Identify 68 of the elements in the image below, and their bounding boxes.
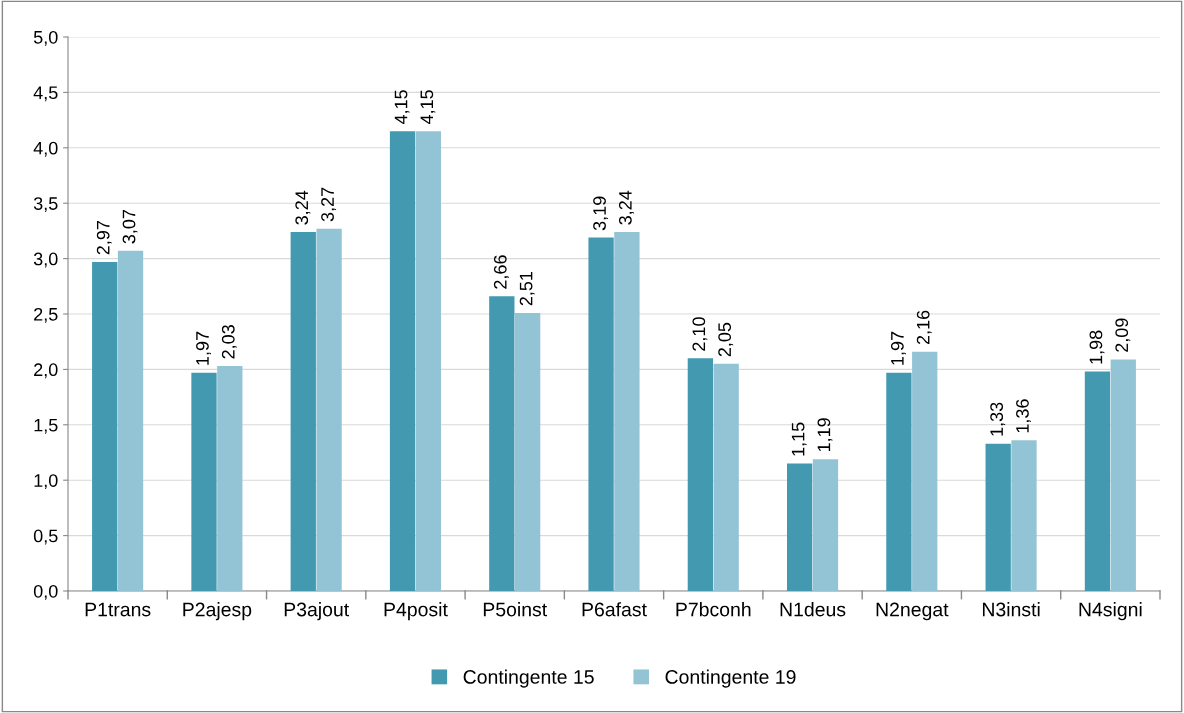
data-label: 1,33 [990, 402, 1006, 436]
bar [886, 372, 912, 591]
data-label: 4,15 [394, 90, 410, 125]
bar [191, 372, 217, 591]
x-tick-label: P7bconh [676, 602, 751, 617]
x-tick-label: P3ajout [284, 602, 350, 621]
x-tick-label: P1trans [85, 602, 151, 617]
y-tick-label: 1,0 [34, 474, 58, 490]
bar [389, 131, 416, 591]
bar [614, 232, 640, 591]
data-label: 2,66 [493, 255, 509, 289]
data-label: 1,97 [890, 331, 906, 365]
data-label: 3,24 [295, 190, 311, 225]
data-label: 2,51 [519, 271, 535, 306]
data-label: 1,15 [791, 422, 807, 456]
y-tick-label: 4,0 [33, 141, 58, 157]
data-label: 3,19 [593, 196, 609, 231]
x-tick-label: P6afast [582, 602, 647, 617]
x-tick-label: N1deus [780, 602, 846, 617]
bar [1084, 371, 1111, 591]
legend-label: Contingente 19 [665, 669, 796, 688]
bar [1110, 359, 1136, 591]
bar [415, 131, 442, 591]
y-tick-label: 0,0 [33, 584, 58, 600]
y-tick-label: 3,0 [33, 252, 58, 268]
data-label: 3,27 [321, 187, 337, 222]
data-label: 3,24 [618, 190, 634, 225]
data-label: 2,10 [692, 317, 708, 351]
x-tick-label: N4signi [1079, 602, 1142, 621]
x-tick-label: P2ajesp [183, 602, 252, 621]
data-label: 2,03 [221, 325, 237, 359]
data-label: 1,19 [817, 418, 833, 452]
y-tick-label: 4,5 [33, 86, 58, 102]
x-tick-label: P5oinst [483, 602, 548, 617]
data-label: 1,98 [1089, 330, 1105, 364]
x-tick-label: N2negat [876, 602, 949, 621]
y-tick-label: 5,0 [33, 30, 58, 46]
y-tick-label: 2,0 [34, 363, 58, 379]
bar [290, 232, 316, 591]
y-tick-label: 2,5 [34, 307, 58, 323]
bar [985, 443, 1011, 591]
data-label: 2,05 [718, 322, 734, 357]
bar [514, 312, 541, 591]
bar [786, 463, 813, 591]
data-label: 4,15 [420, 90, 436, 125]
legend-label: Contingente 15 [463, 669, 594, 688]
y-tick-label: 1,5 [34, 418, 58, 434]
bar [117, 250, 144, 591]
bar [316, 228, 342, 591]
bar [713, 363, 739, 591]
data-label: 2,09 [1115, 318, 1131, 352]
data-label: 1,97 [196, 331, 211, 365]
bar [687, 358, 714, 591]
x-tick-label: P4posit [384, 602, 448, 621]
bar [1011, 440, 1037, 591]
data-label: 2,16 [916, 310, 932, 345]
bar [489, 296, 515, 591]
bar [588, 237, 614, 591]
data-label: 2,97 [96, 221, 112, 255]
data-label: 3,07 [122, 209, 138, 244]
y-tick-label: 0,5 [33, 529, 58, 545]
bar [217, 366, 243, 591]
bar [912, 351, 938, 591]
y-tick-label: 3,5 [33, 197, 58, 213]
data-label: 1,36 [1016, 399, 1031, 433]
bar [92, 261, 118, 591]
bar [812, 459, 839, 591]
x-tick-label: N3insti [982, 602, 1040, 617]
